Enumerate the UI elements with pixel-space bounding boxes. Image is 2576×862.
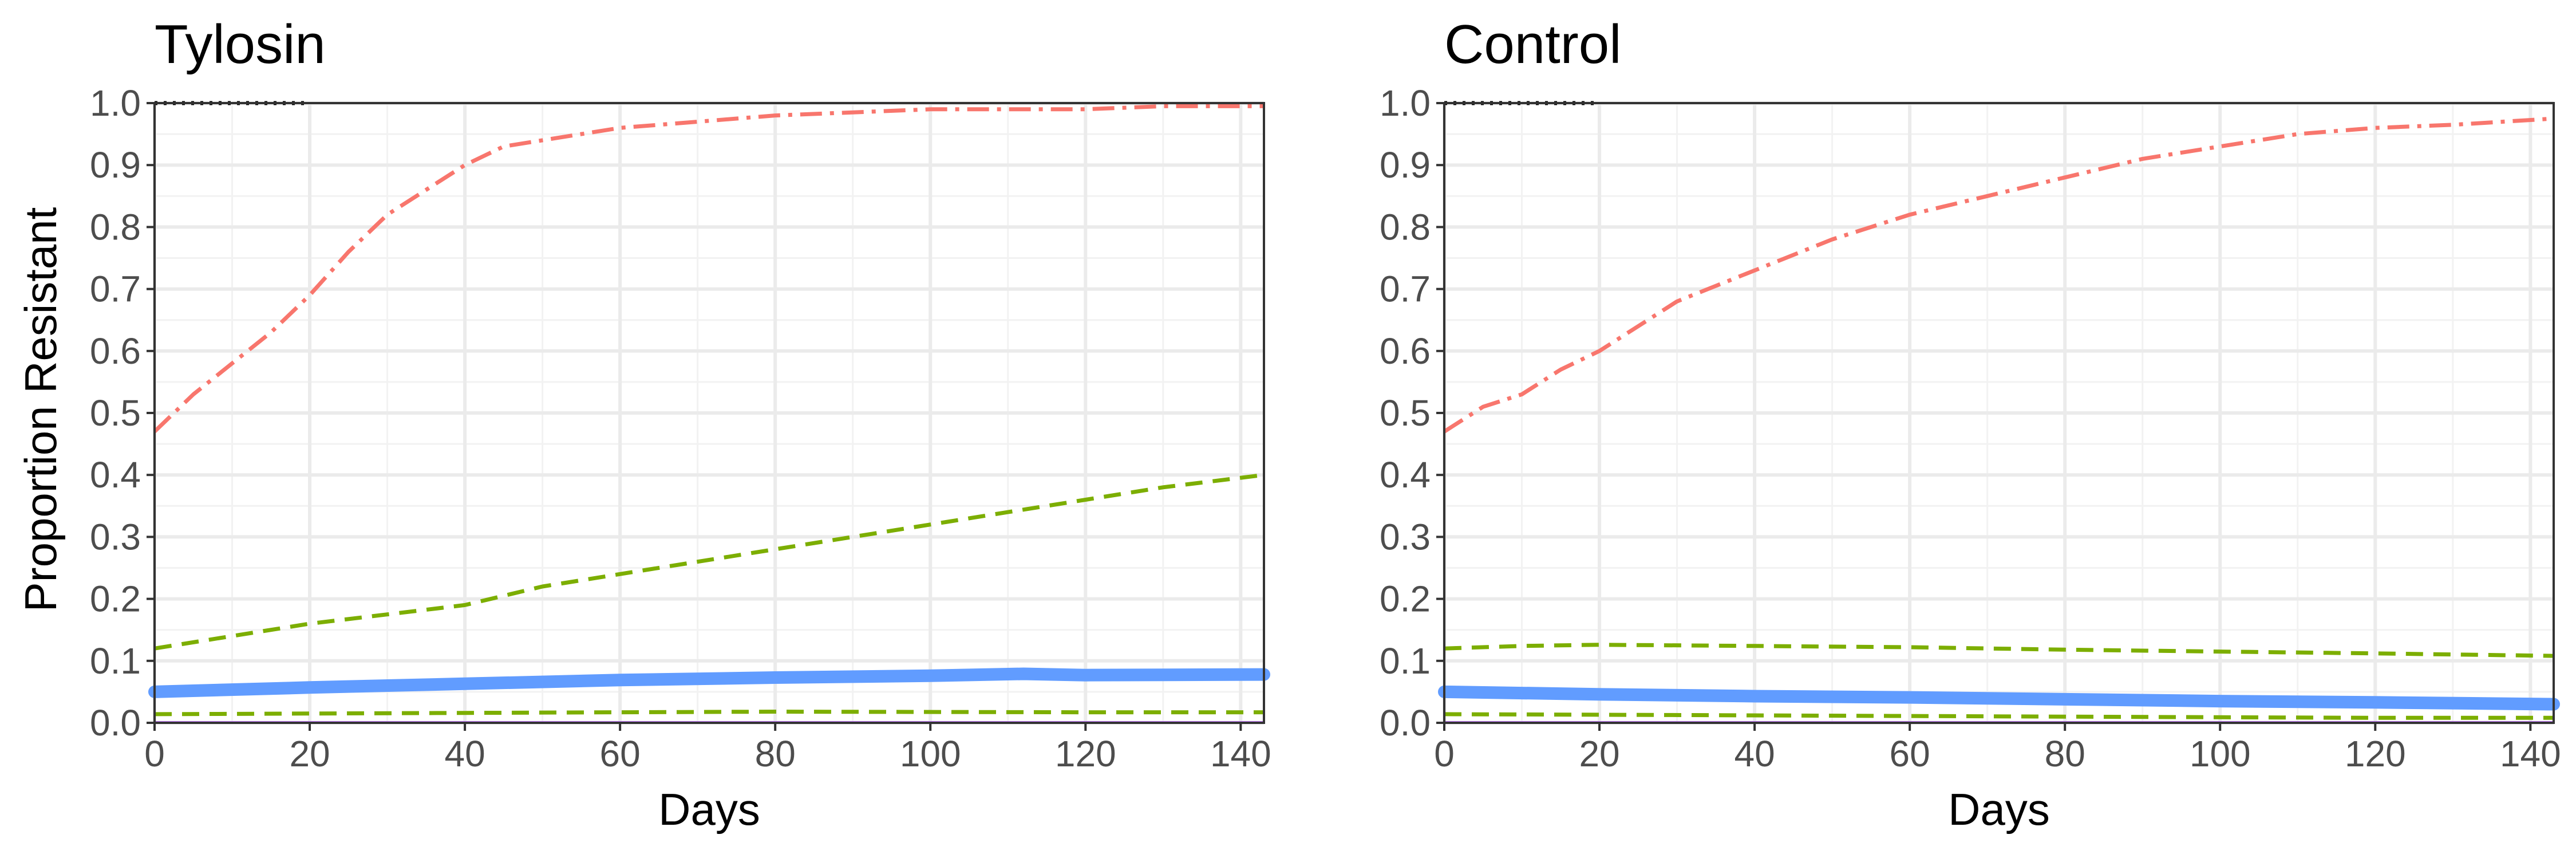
control-panel-title: Control — [1444, 14, 1621, 75]
tylosin-series-line-4 — [154, 710, 1264, 717]
control-y-tick-label: 0.9 — [1380, 144, 1431, 186]
tylosin-series-line-3 — [148, 667, 1270, 698]
control-y-tick-label: 0.7 — [1380, 269, 1431, 310]
tylosin-x-axis-title: Days — [658, 784, 760, 835]
control-series-line-4 — [1444, 712, 2554, 720]
control-series-line-3 — [1438, 685, 2560, 711]
tylosin-x-tick-label: 0 — [144, 733, 165, 774]
control-y-tick-label: 0.3 — [1380, 516, 1431, 557]
tylosin-x-tick-label: 120 — [1055, 733, 1116, 774]
tylosin-series-line-1 — [153, 104, 1264, 434]
tylosin-x-tick-label: 60 — [600, 733, 641, 774]
control-y-tick-label: 0.1 — [1380, 640, 1431, 682]
control-x-tick-label: 140 — [2500, 733, 2561, 774]
control-y-tick-label: 0.5 — [1380, 392, 1431, 434]
tylosin-panel-title: Tylosin — [155, 14, 326, 75]
tylosin-y-tick-label: 0.0 — [90, 702, 141, 743]
control-x-tick-label: 80 — [2045, 733, 2085, 774]
control-series-line-2 — [1444, 643, 2554, 658]
control-y-tick-label: 1.0 — [1380, 82, 1431, 124]
control-y-tick-label: 0.4 — [1380, 454, 1431, 495]
tylosin-y-tick-label: 0.2 — [90, 578, 141, 620]
control-x-tick-label: 0 — [1434, 733, 1455, 774]
control-x-tick-label: 40 — [1735, 733, 1775, 774]
tylosin-x-tick-label: 140 — [1210, 733, 1271, 774]
tylosin-y-tick-label: 0.5 — [90, 392, 141, 434]
tylosin-x-tick-label: 20 — [289, 733, 330, 774]
tylosin-y-tick-label: 0.3 — [90, 516, 141, 557]
control-x-tick-label: 60 — [1890, 733, 1930, 774]
control-y-tick-label: 0.0 — [1380, 702, 1431, 743]
tylosin-y-tick-label: 0.4 — [90, 454, 141, 495]
control-y-tick-label: 0.8 — [1380, 206, 1431, 247]
control-y-tick-label: 0.2 — [1380, 578, 1431, 620]
tylosin-x-tick-label: 40 — [445, 733, 485, 774]
control-x-axis-title: Days — [1948, 784, 2050, 835]
control-x-tick-label: 100 — [2190, 733, 2251, 774]
tylosin-x-tick-label: 100 — [900, 733, 961, 774]
control-x-tick-label: 20 — [1579, 733, 1619, 774]
tylosin-y-tick-label: 0.7 — [90, 269, 141, 310]
tylosin-panel: Tylosin 0 20 40 60 80 100 120 140 0.0 0.1 0.2 0.3 0.4… — [90, 14, 1271, 835]
y-axis-title: Proportion Resistant — [15, 207, 66, 612]
tylosin-x-tick-label: 80 — [755, 733, 796, 774]
tylosin-y-tick-label: 0.1 — [90, 640, 141, 682]
tylosin-y-tick-label: 0.9 — [90, 144, 141, 186]
tylosin-y-tick-label: 1.0 — [90, 82, 141, 124]
control-x-tick-label: 120 — [2345, 733, 2406, 774]
tylosin-series-line-2 — [154, 473, 1265, 651]
control-panel: Control 0 20 40 60 80 100 120 140 0.0 0.1 0.2 0.3 0.4… — [1380, 14, 2561, 835]
control-series-line-1 — [1443, 116, 2554, 434]
tylosin-y-tick-label: 0.6 — [90, 330, 141, 372]
control-y-tick-label: 0.6 — [1380, 330, 1431, 372]
tylosin-y-tick-label: 0.8 — [90, 206, 141, 247]
